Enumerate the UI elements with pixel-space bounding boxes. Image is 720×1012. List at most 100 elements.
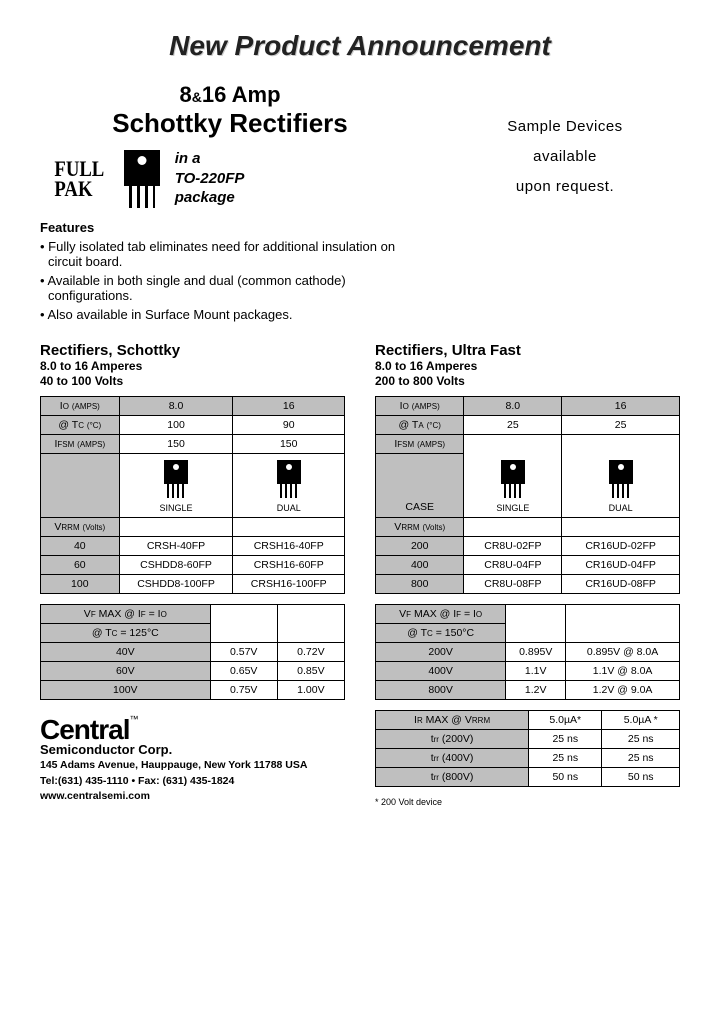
cell: DUAL [233, 454, 345, 518]
cell: 8.0 [464, 397, 562, 416]
cell: 25 [464, 416, 562, 435]
package-text: in a TO-220FP package [175, 149, 245, 208]
sub-line: 8.0 to 16 Amperes [40, 359, 142, 373]
cell: 150 [233, 435, 345, 454]
cell: CRSH16-100FP [233, 575, 345, 594]
cell: 1.2V [506, 681, 566, 700]
sub-line: 200 to 800 Volts [375, 374, 465, 388]
cell: @ TC = 150°C [376, 624, 506, 643]
cell: 50 ns [529, 768, 602, 787]
case-label: DUAL [237, 503, 340, 513]
cell: 25 ns [602, 730, 680, 749]
chip-icon [501, 460, 525, 484]
cell: 90 [233, 416, 345, 435]
cell: 25 ns [529, 730, 602, 749]
cell [233, 518, 345, 537]
cell: 1.1V [506, 662, 566, 681]
cell: 0.895V [506, 643, 566, 662]
chip-icon [277, 460, 301, 484]
pkg-name: TO-220FP [175, 170, 245, 187]
cell: DUAL [562, 435, 680, 518]
footnote: * 200 Volt device [375, 797, 680, 807]
cell [562, 518, 680, 537]
cell: 40 [41, 537, 120, 556]
cell: IO (AMPS) [41, 397, 120, 416]
cell: 60V [41, 662, 211, 681]
cell [566, 605, 680, 643]
cell: CR8U-04FP [464, 556, 562, 575]
schottky-title: Rectifiers, Schottky [40, 342, 345, 359]
package-row: FULLPAK in a TO-220FP package [50, 149, 420, 208]
case-label: SINGLE [124, 503, 229, 513]
cell: 100V [41, 681, 211, 700]
fullpak-logo: FULLPAK [54, 159, 104, 199]
sub-line: 40 to 100 Volts [40, 374, 123, 388]
cell: @ TC (°C) [41, 416, 120, 435]
cell: CR8U-08FP [464, 575, 562, 594]
cell: SINGLE [119, 454, 233, 518]
cell [41, 454, 120, 518]
cell: 200 [376, 537, 464, 556]
feature-item: Available in both single and dual (commo… [40, 273, 420, 303]
chip-icon [124, 150, 160, 186]
cell: 0.75V [210, 681, 277, 700]
ultra-table-2: VF MAX @ IF = IO @ TC = 150°C 200V0.895V… [375, 604, 680, 700]
cell: 150 [119, 435, 233, 454]
cell: CRSH-40FP [119, 537, 233, 556]
cell: IFSM (AMPS) [41, 435, 120, 454]
cell: 60 [41, 556, 120, 575]
top-row: 8&16 Amp Schottky Rectifiers FULLPAK in … [40, 82, 680, 326]
amp-8: 8 [179, 82, 191, 107]
cell: 8.0 [119, 397, 233, 416]
feature-item: Fully isolated tab eliminates need for a… [40, 239, 420, 269]
sample-line: available [450, 142, 680, 172]
cell: CR16UD-02FP [562, 537, 680, 556]
cell: CSHDD8-60FP [119, 556, 233, 575]
cell: CR16UD-08FP [562, 575, 680, 594]
chip-icon [164, 460, 188, 484]
sample-line: Sample Devices [450, 112, 680, 142]
cell: 0.72V [277, 643, 344, 662]
cell: 100 [119, 416, 233, 435]
cell: @ TA (°C) [376, 416, 464, 435]
cell: IFSM (AMPS) [376, 435, 464, 454]
pkg-in: in a [175, 150, 201, 167]
cell: @ TC = 125°C [41, 624, 211, 643]
chip-icon [609, 460, 633, 484]
cell: 25 [562, 416, 680, 435]
cell: 0.895V @ 8.0A [566, 643, 680, 662]
tm: ™ [129, 714, 138, 724]
cell [210, 605, 277, 643]
cell: 5.0µA * [602, 711, 680, 730]
cell: 0.57V [210, 643, 277, 662]
schottky-sub: 8.0 to 16 Amperes 40 to 100 Volts [40, 359, 345, 390]
ultra-sub: 8.0 to 16 Amperes 200 to 800 Volts [375, 359, 680, 390]
cell: 50 ns [602, 768, 680, 787]
cell: VF MAX @ IF = IO [376, 605, 506, 624]
schottky-table-1: IO (AMPS)8.016 @ TC (°C)10090 IFSM (AMPS… [40, 396, 345, 594]
amp-title: 8&16 Amp [40, 82, 420, 108]
cell: trr (400V) [376, 749, 529, 768]
cell [277, 605, 344, 643]
cell: 400V [376, 662, 506, 681]
cell: 100 [41, 575, 120, 594]
features-list: Fully isolated tab eliminates need for a… [40, 239, 420, 322]
cell: CRSH16-40FP [233, 537, 345, 556]
feature-item: Also available in Surface Mount packages… [40, 307, 420, 322]
case-label: SINGLE [468, 503, 557, 513]
schottky-column: Rectifiers, Schottky 8.0 to 16 Amperes 4… [40, 342, 345, 807]
cell: 400 [376, 556, 464, 575]
schottky-table-2: VF MAX @ IF = IO @ TC = 125°C 40V0.57V0.… [40, 604, 345, 700]
cell: trr (200V) [376, 730, 529, 749]
addr3: www.centralsemi.com [40, 790, 345, 804]
features-heading: Features [40, 220, 420, 235]
cell: CR8U-02FP [464, 537, 562, 556]
cell: 25 ns [602, 749, 680, 768]
cell [119, 518, 233, 537]
cell: IO (AMPS) [376, 397, 464, 416]
cell: 16 [562, 397, 680, 416]
cell: VF MAX @ IF = IO [41, 605, 211, 624]
cell: VRRM (Volts) [376, 518, 464, 537]
cell: CR16UD-04FP [562, 556, 680, 575]
addr1: 145 Adams Avenue, Hauppauge, New York 11… [40, 759, 345, 773]
